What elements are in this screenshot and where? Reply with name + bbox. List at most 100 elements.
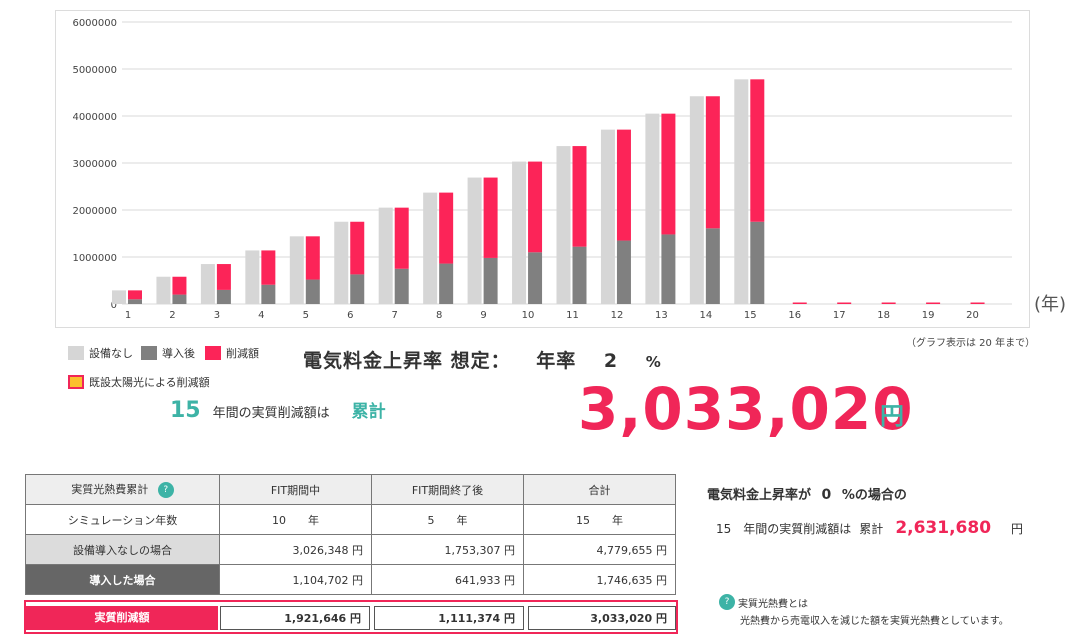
legend-saving: 削減額 xyxy=(205,345,259,361)
x-tick-label: 10 xyxy=(522,310,535,321)
x-tick-label: 8 xyxy=(436,310,442,321)
bar-savings xyxy=(172,276,187,295)
graph-note: （グラフ表示は 20 年まで） xyxy=(906,338,1036,349)
years-text: 年間の実質削減額は xyxy=(212,406,330,421)
bar-after-install xyxy=(705,228,720,304)
total-savings: 3,033,020 xyxy=(578,375,914,443)
y-tick-label: 1000000 xyxy=(72,253,117,264)
savings-label: 実質削減額 xyxy=(26,606,218,630)
x-tick-label: 2 xyxy=(169,310,175,321)
bar-savings xyxy=(128,290,142,300)
header-cumulative: 実質光熱費累計 ? xyxy=(25,474,220,505)
x-tick-label: 14 xyxy=(699,310,712,321)
bar-no-equipment xyxy=(156,276,171,304)
row-label-installed: 導入した場合 xyxy=(25,564,220,595)
table-row: 導入した場合 1,104,702 円 641,933 円 1,746,635 円 xyxy=(25,564,676,595)
bar-chart: 0 1000000 2000000 3000000 4000000 5000000 6000… xyxy=(72,18,1012,321)
table-cell: 1,104,702 円 xyxy=(219,564,372,595)
bar-after-install xyxy=(572,246,587,304)
header-total: 合計 xyxy=(523,474,676,505)
zero-rate-total: 2,631,680 xyxy=(895,518,992,538)
bar-savings xyxy=(483,177,498,258)
bar-savings xyxy=(750,79,765,222)
cumulative-label: 累計 xyxy=(351,402,386,422)
bar-after-install xyxy=(661,234,676,304)
bar-savings xyxy=(926,302,941,304)
zero-rate-years: 15 xyxy=(716,522,732,536)
bar-savings xyxy=(216,264,231,290)
row-label-no-equipment: 設備導入なしの場合 xyxy=(25,534,220,565)
bar-no-equipment xyxy=(289,236,304,304)
bar-savings xyxy=(439,192,454,264)
bar-savings xyxy=(705,96,720,229)
x-tick-label: 9 xyxy=(480,310,486,321)
years-savings-line: 15 年間の実質削減額は 累計 xyxy=(170,397,386,423)
table-cell: 1,753,307 円 xyxy=(371,534,524,565)
help-icon[interactable]: ? xyxy=(157,482,174,498)
bar-no-equipment xyxy=(512,161,527,304)
y-tick-label: 2000000 xyxy=(72,206,117,217)
bar-no-equipment xyxy=(112,290,126,304)
bar-savings xyxy=(792,302,807,304)
legend-saving-swatch xyxy=(205,346,221,360)
bar-savings xyxy=(528,161,543,253)
bar-no-equipment xyxy=(645,113,660,305)
bar-after-install xyxy=(128,299,142,304)
bar-no-equipment xyxy=(689,96,704,304)
table-cell: 3,026,348 円 xyxy=(219,534,372,565)
zero-rate-value: 0 xyxy=(821,487,832,503)
savings-fit-during: 1,921,646 円 xyxy=(220,606,370,630)
zero-rate-line: 15 年間の実質削減額は 累計 2,631,680 円 xyxy=(716,518,1023,538)
x-tick-label: 11 xyxy=(566,310,579,321)
definition-body: 光熱費から売電収入を減じた額を実質光熱費としています。 xyxy=(740,616,1009,627)
x-tick-label: 5 xyxy=(303,310,309,321)
zero-rate-title-a: 電気料金上昇率が xyxy=(707,488,812,503)
y-tick-label: 0 xyxy=(111,300,117,311)
header-fit-during: FIT期間中 xyxy=(219,474,372,505)
bar-savings xyxy=(350,221,365,275)
bar-after-install xyxy=(528,252,543,304)
bar-after-install xyxy=(305,279,320,304)
bar-no-equipment xyxy=(245,250,260,304)
header-fit-after: FIT期間終了後 xyxy=(371,474,524,505)
bar-after-install xyxy=(750,221,765,304)
legend-none: 設備なし xyxy=(68,345,133,361)
rate-value: 2 xyxy=(603,350,619,372)
bar-no-equipment xyxy=(423,192,438,304)
help-icon[interactable]: ? xyxy=(719,594,735,610)
table-cell: 1,746,635 円 xyxy=(523,564,676,595)
legend-existing-solar-swatch xyxy=(68,375,84,389)
rate-unit: % xyxy=(645,353,662,371)
zero-rate-cumulative: 累計 xyxy=(859,522,884,536)
bar-savings xyxy=(305,236,320,280)
header-cumulative-label: 実質光熱費累計 xyxy=(71,483,149,496)
bar-no-equipment xyxy=(467,177,482,304)
x-tick-label: 13 xyxy=(655,310,668,321)
bar-no-equipment xyxy=(734,79,749,304)
x-tick-label: 16 xyxy=(788,310,801,321)
bar-no-equipment xyxy=(600,129,615,304)
bar-no-equipment xyxy=(556,146,571,304)
zero-rate-title-b: %の場合の xyxy=(841,488,907,503)
bar-after-install xyxy=(261,284,276,304)
bar-savings xyxy=(616,129,631,241)
savings-row: 実質削減額 1,921,646 円 1,111,374 円 3,033,020 … xyxy=(24,600,678,634)
legend-after-label: 導入後 xyxy=(162,347,195,360)
definition-title: ? 実質光熱費とは xyxy=(719,594,808,610)
x-tick-label: 7 xyxy=(392,310,398,321)
bar-after-install xyxy=(616,240,631,304)
table-row: 設備導入なしの場合 3,026,348 円 1,753,307 円 4,779,… xyxy=(25,534,676,565)
table-header-row: 実質光熱費累計 ? FIT期間中 FIT期間終了後 合計 xyxy=(25,474,676,505)
legend-none-label: 設備なし xyxy=(89,347,133,360)
x-unit-label: (年) xyxy=(1034,294,1067,315)
bar-after-install xyxy=(483,257,498,304)
x-tick-label: 17 xyxy=(833,310,846,321)
bar-after-install xyxy=(172,294,187,304)
bar-savings xyxy=(261,250,276,285)
rate-assumption: 電気料金上昇率 想定： 年率 2 % xyxy=(303,346,662,373)
savings-fit-after: 1,111,374 円 xyxy=(374,606,524,630)
legend-existing-solar-label: 既設太陽光による削減額 xyxy=(89,376,210,389)
x-tick-label: 12 xyxy=(611,310,624,321)
rate-word: 年率 xyxy=(536,350,577,372)
y-tick-label: 5000000 xyxy=(72,65,117,76)
